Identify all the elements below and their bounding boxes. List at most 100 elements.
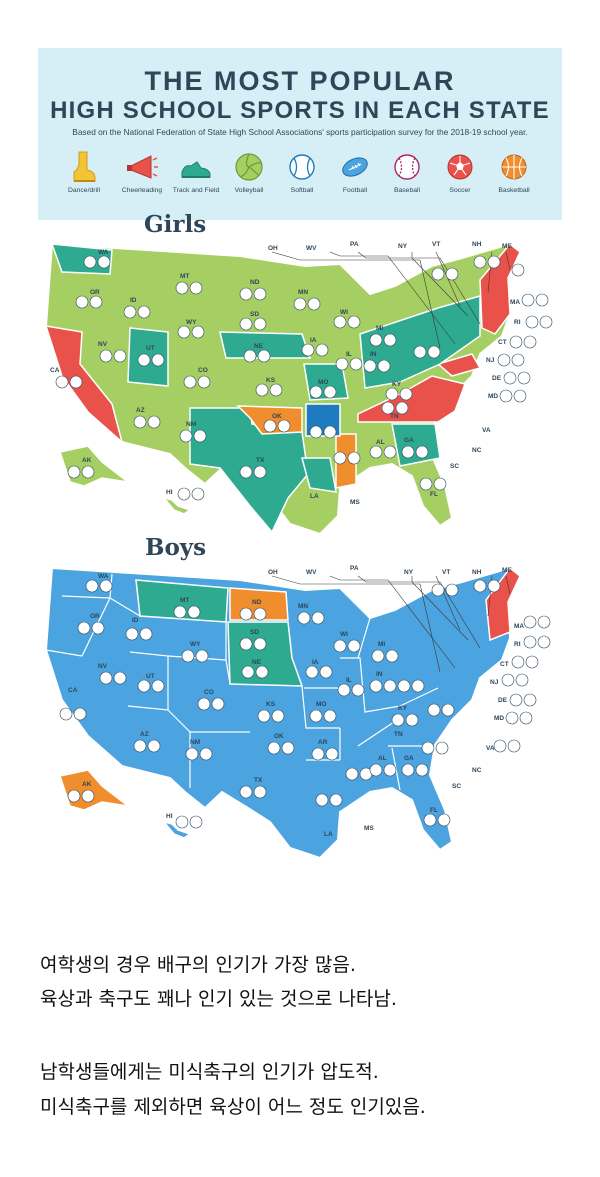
label-nm: NM <box>190 739 200 746</box>
label-wv: WV <box>306 245 317 252</box>
legend-item-football: Football <box>326 150 384 194</box>
label-tn: TN <box>394 731 403 738</box>
label-id: ID <box>130 297 137 304</box>
girls-sport-markers <box>55 255 553 501</box>
label-la: LA <box>324 831 333 838</box>
label-ar: AR <box>318 739 328 746</box>
soccer-icon <box>447 154 473 180</box>
softball-icon <box>289 154 315 180</box>
label-ak: AK <box>82 457 92 464</box>
infographic-title-line2: HIGH SCHOOL SPORTS IN EACH STATE <box>50 97 550 124</box>
label-fl: FL <box>430 807 438 814</box>
state-ms <box>335 433 357 489</box>
label-mt: MT <box>180 597 189 604</box>
label-vt: VT <box>442 569 450 576</box>
label-ut: UT <box>146 673 155 680</box>
label-ca: CA <box>50 367 60 374</box>
label-ne: NE <box>254 343 264 350</box>
girls-map-heading: Girls <box>144 211 207 238</box>
volleyball-icon <box>235 153 263 181</box>
commentary-line-4: 미식축구를 제외하면 육상이 어느 정도 인기있음. <box>40 1096 426 1118</box>
label-az: AZ <box>136 407 145 414</box>
label-ut: UT <box>146 345 155 352</box>
label-in: IN <box>370 351 377 358</box>
commentary-line-1: 여학생의 경우 배구의 인기가 가장 많음. <box>40 954 356 976</box>
state-new-england <box>479 242 521 335</box>
label-ok: OK <box>274 733 284 740</box>
label-wa: WA <box>98 573 109 580</box>
label-fl: FL <box>430 491 438 498</box>
label-va: VA <box>486 745 495 752</box>
label-mt: MT <box>180 273 189 280</box>
label-sd: SD <box>250 629 259 636</box>
label-va: VA <box>482 427 491 434</box>
label-vt: VT <box>432 241 440 248</box>
basketball-icon <box>501 154 527 180</box>
label-mi: MI <box>376 325 383 332</box>
label-wy: WY <box>190 641 201 648</box>
label-mn: MN <box>298 603 308 610</box>
label-ms: MS <box>350 499 360 506</box>
boys-map: WA OR CA NV ID MT WY UT AZ CO NM ND SD N… <box>44 565 551 860</box>
label-ok: OK <box>272 413 282 420</box>
label-ma: MA <box>510 299 520 306</box>
state-hi <box>161 820 192 839</box>
legend-item-basketball: Basketball <box>485 150 543 194</box>
label-ny: NY <box>398 243 408 250</box>
state-ne <box>219 331 312 359</box>
label-ks: KS <box>266 701 276 708</box>
card-scalloped-edge <box>38 206 562 221</box>
label-nv: NV <box>98 663 108 670</box>
state-hi <box>161 496 192 515</box>
megaphone-icon <box>127 155 158 179</box>
label-pa: PA <box>350 565 359 572</box>
label-oh: OH <box>268 569 278 576</box>
label-nh: NH <box>472 241 482 248</box>
label-ri: RI <box>514 319 521 326</box>
label-md: MD <box>488 393 498 400</box>
label-la: LA <box>310 493 319 500</box>
label-tx: TX <box>254 777 263 784</box>
label-co: CO <box>198 367 208 374</box>
label-wy: WY <box>186 319 197 326</box>
label-hi: HI <box>166 813 173 820</box>
label-nm: NM <box>186 421 196 428</box>
state-wa <box>50 243 113 275</box>
legend-item-softball: Softball <box>273 150 331 194</box>
label-al: AL <box>376 439 385 446</box>
label-ks: KS <box>266 377 276 384</box>
sneaker-icon <box>181 161 211 178</box>
label-ny: NY <box>404 569 414 576</box>
label-de: DE <box>498 697 508 704</box>
label-ky: KY <box>398 705 408 712</box>
legend-item-cheerleading: Cheerleading <box>113 150 171 194</box>
label-mo: MO <box>316 701 326 708</box>
label-ca: CA <box>68 687 78 694</box>
label-or: OR <box>90 289 100 296</box>
label-md: MD <box>494 715 504 722</box>
label-az: AZ <box>140 731 149 738</box>
label-mi: MI <box>378 641 385 648</box>
state-la <box>301 457 337 493</box>
legend-item-soccer: Soccer <box>431 150 489 194</box>
label-co: CO <box>204 689 214 696</box>
legend-item-volleyball: Volleyball <box>220 150 278 194</box>
label-nh: NH <box>472 569 482 576</box>
baseball-icon <box>394 154 420 180</box>
label-nd: ND <box>250 279 260 286</box>
label-mn: MN <box>298 289 308 296</box>
label-nj: NJ <box>490 679 499 686</box>
label-sc: SC <box>450 463 459 470</box>
girls-map: WA OR CA NV ID MT WY UT AZ CO NM ND SD N… <box>44 241 553 536</box>
label-al: AL <box>378 755 387 762</box>
label-nv: NV <box>98 341 108 348</box>
state-ak <box>59 769 129 811</box>
label-me: ME <box>502 567 512 574</box>
label-wi: WI <box>340 631 348 638</box>
label-ct: CT <box>500 661 509 668</box>
label-ga: GA <box>404 755 414 762</box>
label-pa: PA <box>350 241 359 248</box>
label-ia: IA <box>310 337 317 344</box>
label-wv: WV <box>306 569 317 576</box>
label-ky: KY <box>392 381 402 388</box>
